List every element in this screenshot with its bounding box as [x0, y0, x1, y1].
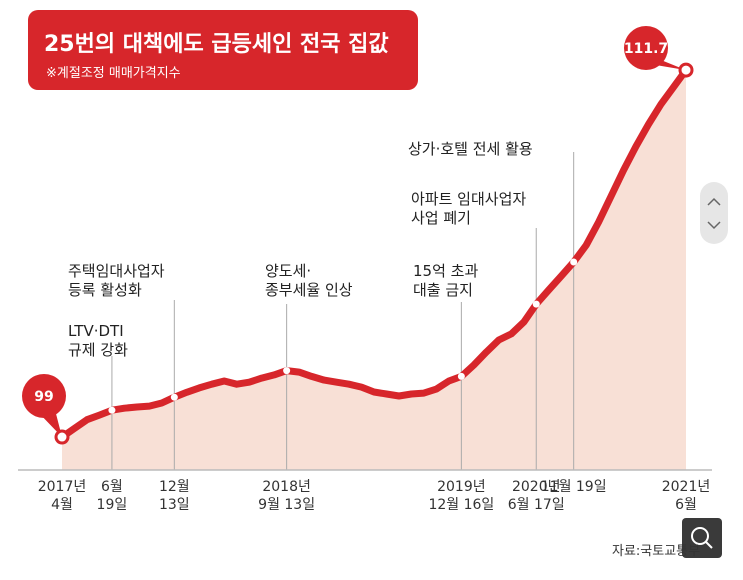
x-tick-label: 2018년 9월 13일	[258, 479, 316, 513]
endpoint	[678, 62, 694, 78]
point	[108, 406, 116, 414]
point	[457, 372, 465, 380]
chart-subtitle: ※계절조정 매매가격지수	[46, 66, 181, 81]
zoom-icon[interactable]	[682, 518, 722, 558]
source: 자료:국토교통부	[612, 544, 701, 559]
x-tick-label: 12월 13일	[158, 479, 190, 513]
value-label: 99	[34, 389, 53, 405]
point	[570, 258, 578, 266]
title-box	[28, 10, 418, 90]
point	[283, 367, 291, 375]
x-tick-label: 2021년 6월	[661, 479, 711, 513]
x-tick-label: 2020년 6월 17일	[507, 479, 565, 513]
area	[62, 70, 686, 470]
chart-title: 25번의 대책에도 급등세인 전국 집값	[44, 32, 389, 57]
value-label: 111.7	[624, 41, 668, 57]
endpoint	[54, 429, 70, 445]
annotation: 아파트 임대사업자 사업 폐기	[411, 190, 527, 227]
x-tick-label: 2017년 4월	[37, 479, 87, 513]
bubble	[22, 374, 66, 418]
x-tick-label: 6월 19일	[96, 479, 128, 513]
point	[532, 300, 540, 308]
annotation: 15억 초과 대출 금지	[413, 262, 479, 299]
annotation: 양도세· 종부세율 인상	[265, 262, 353, 299]
x-tick-label: 11월 19일	[540, 479, 607, 495]
scroll-widget[interactable]	[700, 182, 728, 244]
annotation: LTV·DTI 규제 강화	[68, 322, 128, 359]
point	[170, 393, 178, 401]
annotation: 상가·호텔 전세 활용	[408, 140, 533, 158]
annotation: 주택임대사업자 등록 활성화	[68, 262, 165, 299]
plot: 99 111.7	[18, 26, 712, 471]
line	[58, 66, 690, 441]
bubble	[624, 26, 668, 70]
x-tick-label: 2019년 12월 16일	[428, 479, 495, 513]
